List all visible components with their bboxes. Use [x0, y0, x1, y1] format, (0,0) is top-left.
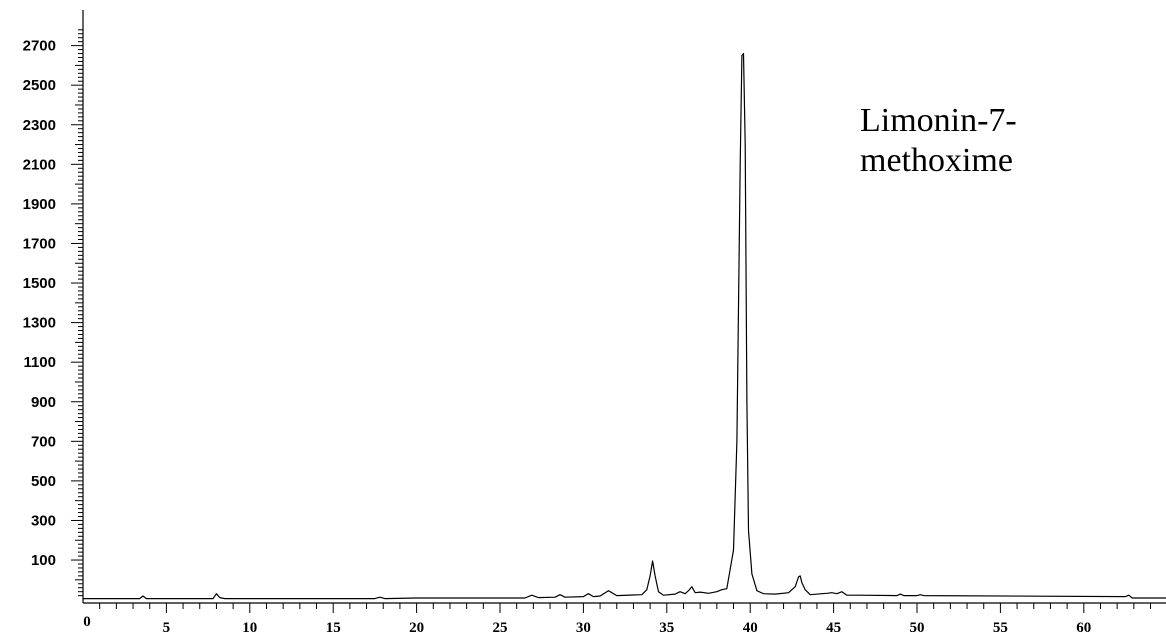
- x-tick-label: 40: [743, 620, 758, 636]
- x-tick-label: 25: [493, 620, 508, 636]
- y-tick-label: 500: [31, 473, 56, 490]
- y-tick-label: 100: [31, 552, 56, 569]
- x-tick-label: 35: [659, 620, 674, 636]
- annotation-line-2: methoxime: [860, 142, 1013, 179]
- y-tick-label: 2100: [23, 156, 56, 173]
- y-tick-label: 1100: [23, 354, 56, 371]
- chromatogram-trace: [83, 52, 1166, 600]
- series-layer: [83, 52, 1166, 600]
- x-tick-label: 20: [409, 620, 424, 636]
- y-tick-label: 1900: [23, 196, 56, 213]
- y-tick-label: 2300: [23, 117, 56, 134]
- x-tick-label: 5: [163, 620, 171, 636]
- y-tick-label: 900: [31, 394, 56, 411]
- y-tick-label: 1700: [23, 235, 56, 252]
- x-tick-label: 50: [910, 620, 925, 636]
- x-tick-label: 30: [576, 620, 591, 636]
- x-tick-label: 15: [326, 620, 341, 636]
- annotation-line-1: Limonin-7-: [860, 102, 1017, 139]
- y-tick-label: 1500: [23, 275, 56, 292]
- y-axis-ticks: 100 300 500 700 900 1100 1300 1500 1700 1900 2100 2…: [23, 29, 83, 597]
- x-tick-label: 55: [993, 620, 1008, 636]
- y-tick-label: 300: [31, 512, 56, 529]
- y-tick-label: 700: [31, 433, 56, 450]
- x-tick-label: 60: [1076, 620, 1091, 636]
- x-tick-label: 10: [242, 620, 257, 636]
- y-tick-label: 2500: [23, 77, 56, 94]
- y-tick-label: 1300: [23, 315, 56, 332]
- y-tick-label: 2700: [23, 38, 56, 55]
- x-tick-label: 0: [83, 614, 91, 630]
- x-axis-ticks: 0 5 10 15 20 25 30 35 40 45 50 55 60: [83, 603, 1152, 636]
- x-tick-label: 45: [826, 620, 841, 636]
- axes: [82, 10, 1166, 604]
